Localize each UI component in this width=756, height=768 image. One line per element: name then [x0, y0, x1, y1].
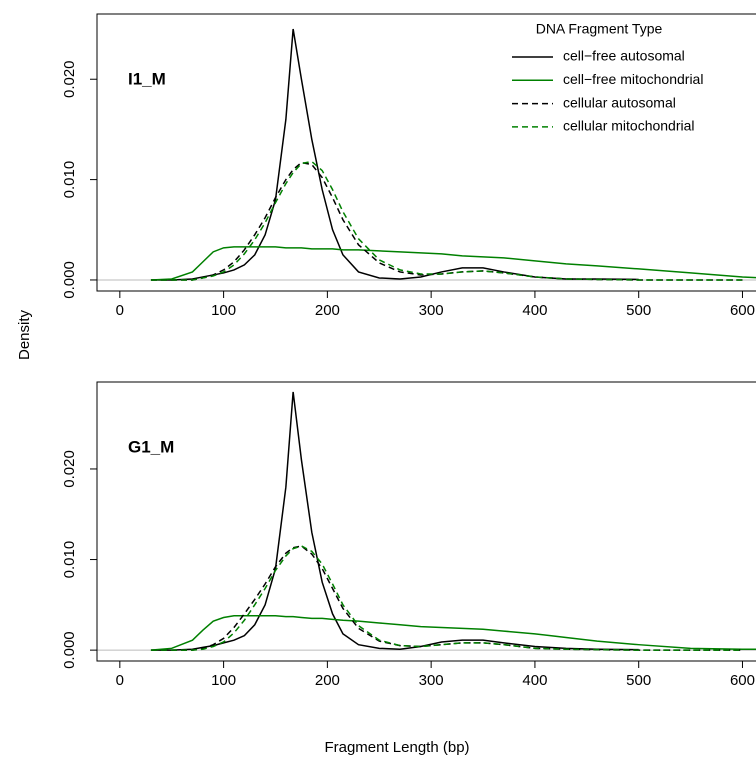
x-tick-label: 600 [730, 672, 755, 689]
x-axis-label: Fragment Length (bp) [324, 739, 469, 756]
legend-label: cell−free mitochondrial [563, 71, 703, 87]
x-tick-label: 200 [315, 302, 340, 319]
x-tick-label: 100 [211, 672, 236, 689]
density-line [150, 28, 639, 281]
density-line [150, 391, 639, 651]
y-tick-label: 0.020 [61, 60, 78, 98]
density-line [150, 161, 743, 281]
x-tick-label: 0 [116, 302, 124, 319]
x-tick-label: 300 [419, 302, 444, 319]
density-line [150, 160, 743, 281]
x-tick-label: 200 [315, 672, 340, 689]
legend-label: cellular mitochondrial [563, 118, 695, 134]
panel-label: G1_M [128, 437, 174, 456]
x-tick-label: 500 [626, 302, 651, 319]
legend-title: DNA Fragment Type [536, 21, 663, 37]
x-tick-label: 400 [522, 302, 547, 319]
legend-label: cellular autosomal [563, 94, 676, 110]
y-tick-label: 0.010 [61, 541, 78, 579]
density-line [150, 545, 743, 651]
x-tick-label: 100 [211, 302, 236, 319]
x-tick-label: 0 [116, 672, 124, 689]
y-tick-label: 0.010 [61, 161, 78, 199]
panel-label: I1_M [128, 69, 166, 88]
plot-frame [96, 381, 756, 662]
x-tick-label: 500 [626, 672, 651, 689]
plot-frame [96, 13, 756, 292]
x-tick-label: 600 [730, 302, 755, 319]
y-axis-label: Density [16, 309, 33, 360]
density-line [150, 545, 743, 651]
x-tick-label: 400 [522, 672, 547, 689]
legend-label: cell−free autosomal [563, 48, 685, 64]
density-line [150, 614, 756, 651]
y-tick-label: 0.020 [61, 450, 78, 488]
y-tick-label: 0.000 [61, 261, 78, 299]
density-line [150, 246, 756, 281]
x-tick-label: 300 [419, 672, 444, 689]
y-tick-label: 0.000 [61, 631, 78, 669]
